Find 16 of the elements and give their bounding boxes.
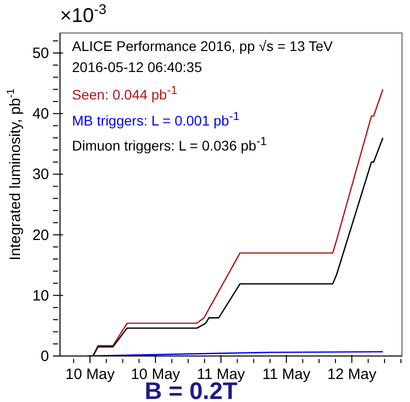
- text: Seen: 0.044 pb$^{-1}$: [72, 83, 178, 105]
- x-tick-label: 11 May: [262, 366, 311, 383]
- y-tick-label: 20: [32, 226, 49, 244]
- y-tick-label: 40: [32, 106, 49, 123]
- text: Dimuon triggers: L = 0.036 pb$^{-1}$: [72, 134, 267, 156]
- annotation: ALICE Performance 2016, pp √s = 13 TeV: [72, 37, 333, 56]
- text: MB triggers: L = 0.001 pb$^{-1}$: [72, 108, 240, 130]
- y-tick-label: 30: [32, 166, 49, 184]
- annotation: 2016-05-12 06:40:35: [72, 58, 203, 77]
- x-tick-label: 11 May: [196, 366, 246, 383]
- x-tick-label: 12 May: [327, 366, 377, 383]
- y-tick-label: 0: [40, 348, 49, 365]
- text: ×10$^{-3}$: [60, 1, 107, 27]
- y-tick-label: 50: [32, 45, 49, 62]
- y-tick-label: 10: [32, 287, 49, 304]
- x-tick-label: 10 May: [65, 366, 116, 383]
